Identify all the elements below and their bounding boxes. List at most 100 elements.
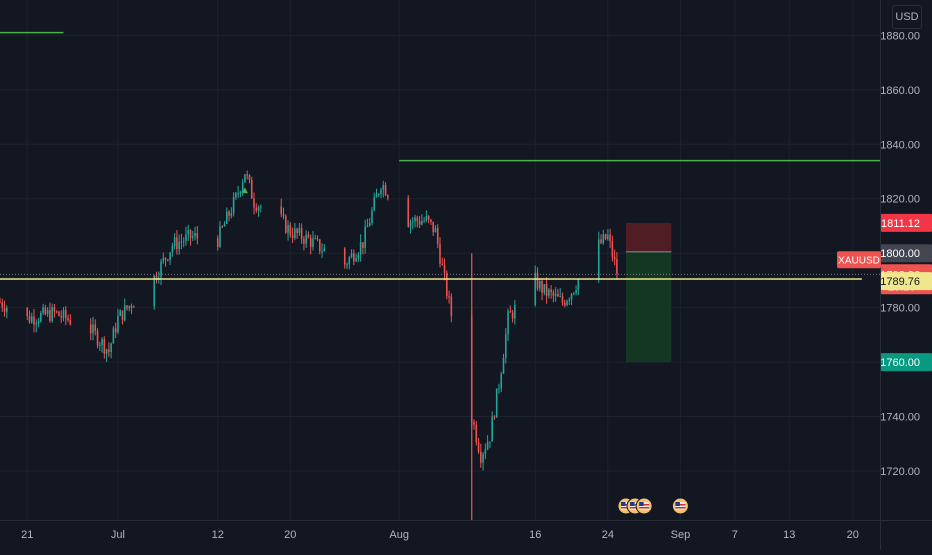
signal-arrow-icon — [241, 187, 248, 194]
candle-body — [103, 339, 106, 354]
candle-body — [114, 328, 117, 333]
flag-canton — [630, 502, 635, 506]
candle-body — [314, 238, 317, 240]
candle-body — [110, 343, 112, 352]
candle-body — [373, 197, 376, 211]
candle-body — [498, 388, 500, 390]
candle-body — [609, 234, 611, 241]
candle-body — [409, 221, 412, 227]
candle-body — [196, 233, 199, 239]
candle-body — [493, 416, 496, 418]
candle-body — [473, 421, 475, 425]
candle-body — [53, 307, 56, 312]
candle-body — [448, 296, 450, 298]
position-zones — [625, 222, 672, 363]
candle-body — [366, 226, 369, 228]
candle-body — [253, 198, 255, 208]
candle-body — [557, 294, 559, 297]
candle-body — [566, 300, 568, 306]
candle-body — [92, 324, 94, 334]
candle-body — [343, 248, 346, 265]
candle-body — [441, 263, 444, 265]
flag-stripe — [675, 504, 686, 506]
candle-body — [64, 309, 67, 319]
candle-body — [284, 215, 287, 233]
candle-body — [407, 197, 410, 227]
candle-body — [375, 194, 378, 198]
flag-stripe — [639, 507, 650, 509]
candle-body — [357, 254, 360, 259]
y-tick-label: 1820.00 — [880, 194, 920, 206]
flag-field — [675, 502, 686, 510]
x-tick-label: Aug — [389, 529, 409, 541]
candle-body — [250, 179, 253, 199]
candle-body — [507, 311, 509, 334]
candle-body — [359, 242, 362, 255]
candle-body — [350, 253, 353, 258]
candle-body — [94, 324, 97, 331]
candle-body — [121, 310, 124, 321]
candle-body — [543, 283, 546, 293]
x-tick-label: Jul — [111, 529, 125, 541]
candle-body — [46, 309, 49, 315]
candle-body — [294, 228, 296, 238]
candle-body — [128, 305, 131, 309]
candle-body — [346, 264, 348, 266]
x-tick-label: 16 — [529, 529, 541, 541]
candle-body — [348, 257, 351, 265]
candle-body — [545, 283, 548, 296]
candle-body — [248, 175, 251, 180]
currency-button[interactable]: USD — [892, 5, 922, 29]
candle-body — [309, 237, 312, 247]
price-label-text: 1789.76 — [880, 276, 920, 288]
candle-body — [514, 304, 516, 319]
candle-body — [427, 215, 430, 220]
candle-body — [561, 296, 564, 303]
candle-body — [541, 281, 543, 293]
price-label: 1811.12 — [881, 213, 932, 232]
candle-body — [355, 258, 357, 262]
candle-body — [362, 242, 364, 248]
candle-body — [155, 275, 158, 280]
candle-body — [382, 185, 385, 190]
candle-body — [257, 207, 260, 211]
candle-body — [191, 236, 194, 238]
candle-body — [101, 339, 103, 345]
stop-loss-zone — [625, 222, 672, 252]
candle-body — [40, 313, 42, 322]
candle-body — [321, 251, 323, 253]
candle-body — [439, 243, 441, 264]
candle-body — [237, 193, 239, 195]
candle-body — [484, 449, 487, 455]
candle-body — [539, 281, 541, 289]
time-axis[interactable]: 21 Jul 12 20 Aug 16 24 Sep 7 13 20 — [0, 520, 932, 542]
candle-body — [164, 257, 167, 260]
candle-body — [58, 311, 60, 316]
candle-body — [316, 238, 319, 240]
candle-body — [491, 416, 493, 442]
candle-body — [126, 305, 128, 309]
candle-body — [482, 454, 484, 463]
candle-body — [194, 233, 196, 237]
candle-body — [133, 306, 135, 308]
candle-body — [534, 272, 537, 305]
candle-body — [312, 238, 314, 247]
price-label-bg — [881, 353, 932, 372]
flag-stripe — [639, 504, 650, 506]
candle-body — [353, 253, 355, 262]
candle-body — [44, 307, 47, 315]
candle-body — [509, 311, 512, 313]
y-tick-label: 1860.00 — [880, 85, 920, 97]
candle-body — [559, 296, 561, 298]
flag-field — [620, 502, 631, 510]
price-label: 1789.76 — [880, 272, 932, 291]
candle-body — [223, 223, 226, 227]
candle-body — [384, 185, 387, 196]
candle-body — [26, 307, 29, 316]
price-label-bg — [881, 213, 932, 232]
candle-body — [244, 174, 246, 183]
price-label-text: 1800.00 — [880, 248, 920, 260]
price-label-text: 1811.12 — [881, 218, 920, 230]
